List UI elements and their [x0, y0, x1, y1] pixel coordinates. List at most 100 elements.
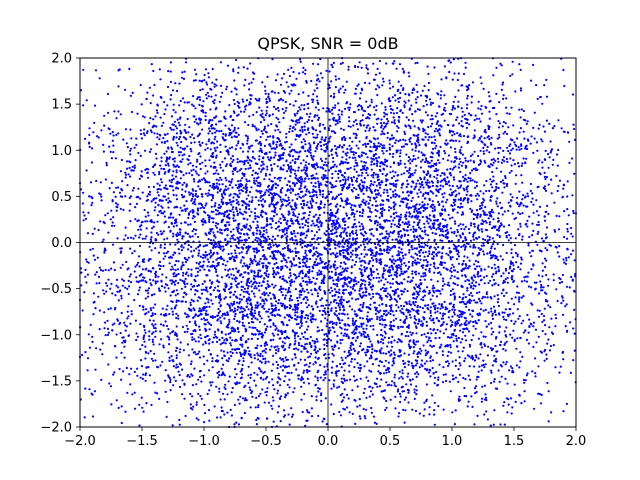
- scatter-point: [241, 317, 244, 321]
- scatter-point: [530, 286, 533, 289]
- scatter-point: [272, 286, 275, 289]
- scatter-point: [404, 93, 407, 96]
- scatter-point: [378, 244, 382, 247]
- scatter-point: [291, 413, 294, 416]
- scatter-point: [167, 351, 170, 354]
- scatter-point: [269, 297, 272, 300]
- scatter-point: [380, 232, 383, 235]
- scatter-point: [454, 150, 457, 154]
- scatter-point: [235, 93, 238, 96]
- scatter-point: [331, 294, 334, 298]
- scatter-point: [221, 160, 224, 163]
- scatter-point: [189, 403, 192, 406]
- scatter-point: [398, 412, 401, 415]
- scatter-point: [464, 339, 468, 342]
- scatter-point: [283, 414, 286, 417]
- scatter-point: [456, 230, 459, 234]
- scatter-point: [344, 152, 347, 155]
- scatter-point: [500, 275, 503, 278]
- scatter-point: [211, 316, 214, 319]
- scatter-point: [419, 206, 423, 209]
- scatter-point: [454, 139, 458, 142]
- scatter-point: [154, 335, 157, 338]
- scatter-point: [320, 223, 323, 226]
- scatter-point: [500, 64, 503, 67]
- scatter-point: [147, 168, 150, 171]
- scatter-point: [422, 344, 425, 347]
- scatter-point: [477, 260, 480, 264]
- scatter-point: [327, 227, 331, 231]
- scatter-point: [354, 159, 357, 162]
- scatter-point: [198, 249, 201, 252]
- scatter-point: [257, 216, 260, 219]
- scatter-point: [231, 170, 234, 173]
- scatter-point: [316, 196, 319, 199]
- scatter-point: [485, 410, 488, 413]
- scatter-point: [258, 238, 261, 241]
- scatter-point: [463, 359, 466, 363]
- scatter-point: [485, 291, 488, 294]
- scatter-point: [197, 267, 200, 270]
- scatter-point: [340, 231, 343, 234]
- scatter-point: [169, 381, 172, 384]
- scatter-point: [489, 347, 493, 350]
- scatter-point: [334, 75, 337, 78]
- scatter-point: [490, 245, 493, 248]
- scatter-point: [344, 356, 347, 359]
- scatter-point: [89, 323, 92, 326]
- scatter-point: [283, 409, 286, 412]
- scatter-point: [165, 198, 168, 201]
- scatter-point: [306, 155, 309, 158]
- scatter-point: [460, 146, 463, 149]
- scatter-point: [504, 175, 507, 178]
- scatter-point: [352, 285, 355, 288]
- scatter-point: [503, 423, 506, 426]
- scatter-point: [257, 395, 261, 398]
- scatter-point: [533, 111, 536, 114]
- scatter-point: [288, 92, 291, 95]
- scatter-point: [215, 226, 218, 229]
- scatter-point: [537, 274, 541, 277]
- scatter-point: [209, 265, 212, 268]
- scatter-point: [185, 316, 188, 319]
- scatter-point: [424, 268, 427, 271]
- scatter-point: [415, 164, 418, 167]
- scatter-point: [198, 202, 201, 205]
- scatter-point: [231, 160, 234, 163]
- scatter-point: [231, 304, 234, 307]
- scatter-point: [427, 339, 430, 342]
- scatter-point: [421, 194, 425, 197]
- scatter-point: [526, 192, 529, 195]
- scatter-point: [564, 325, 567, 328]
- scatter-point: [397, 97, 400, 100]
- scatter-point: [304, 143, 307, 146]
- scatter-point: [406, 225, 409, 228]
- scatter-point: [206, 265, 209, 268]
- scatter-point: [361, 119, 364, 122]
- scatter-point: [468, 365, 471, 368]
- scatter-point: [493, 359, 496, 363]
- scatter-point: [470, 194, 473, 197]
- scatter-point: [314, 264, 317, 267]
- scatter-point: [183, 330, 186, 334]
- scatter-point: [201, 282, 204, 286]
- scatter-point: [433, 382, 436, 385]
- scatter-point: [199, 155, 202, 158]
- scatter-point: [228, 217, 231, 220]
- scatter-point: [307, 304, 310, 307]
- scatter-point: [414, 322, 417, 325]
- scatter-point: [86, 273, 89, 276]
- scatter-point: [294, 214, 297, 218]
- scatter-point: [445, 323, 448, 326]
- scatter-point: [395, 151, 398, 154]
- scatter-point: [310, 206, 313, 209]
- scatter-point: [218, 189, 221, 192]
- scatter-point: [277, 267, 280, 270]
- scatter-point: [140, 365, 144, 368]
- scatter-point: [372, 137, 375, 140]
- scatter-point: [458, 234, 462, 237]
- scatter-point: [368, 277, 371, 280]
- scatter-point: [516, 308, 519, 311]
- scatter-point: [391, 96, 394, 99]
- scatter-point: [268, 194, 271, 197]
